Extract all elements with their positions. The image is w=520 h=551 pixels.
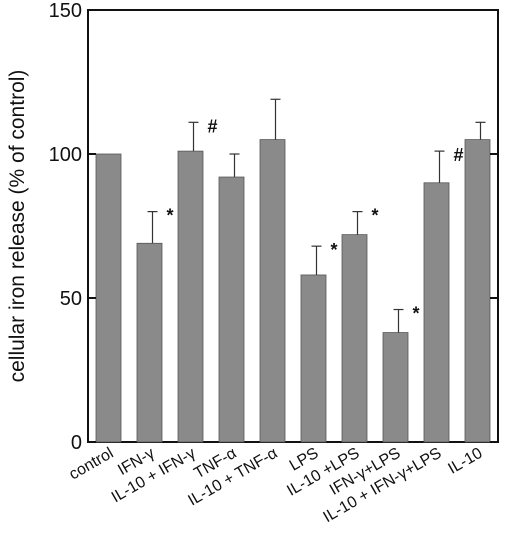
x-category-label: IL-10: [445, 445, 485, 478]
significance-marker: #: [208, 116, 218, 136]
significance-marker: *: [413, 304, 420, 324]
significance-markers-group: * # * * * #: [167, 116, 464, 323]
y-axis-label: cellular iron release (% of control): [6, 70, 29, 383]
bar: [341, 234, 368, 443]
y-tick-label: 100: [49, 144, 82, 166]
error-bars-group: [147, 98, 486, 333]
significance-marker: #: [454, 145, 464, 165]
bars-group: [95, 139, 491, 443]
bar: [136, 242, 163, 443]
bar: [95, 153, 122, 443]
bar: [423, 182, 450, 443]
y-tick-label: 150: [49, 0, 82, 22]
bar: [177, 150, 204, 443]
bar: [218, 176, 245, 443]
significance-marker: *: [167, 206, 174, 226]
bar: [300, 274, 327, 443]
significance-marker: *: [372, 206, 379, 226]
significance-marker: *: [331, 240, 338, 260]
bar: [259, 139, 286, 443]
y-tick-label: 50: [60, 288, 82, 310]
bar: [382, 332, 409, 443]
y-tick-label: 0: [71, 432, 82, 454]
y-axis-ticks: 0 50 100 150: [49, 0, 498, 454]
bar: [464, 139, 491, 443]
